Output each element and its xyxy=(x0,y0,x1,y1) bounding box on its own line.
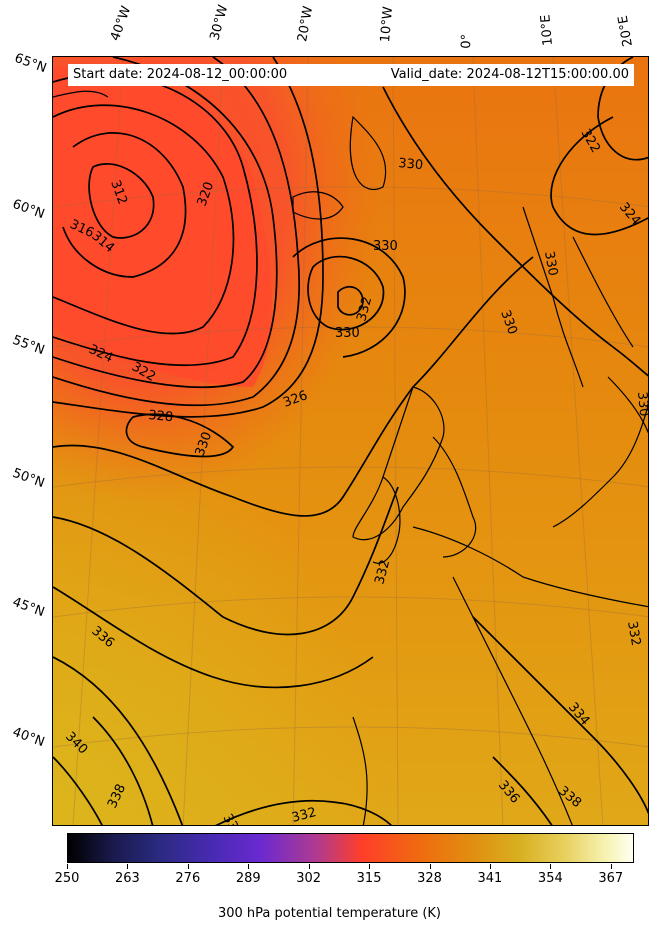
contour-label: 330 xyxy=(398,156,424,173)
latitude-label: 60°N xyxy=(10,196,47,223)
map-canvas: 312 314 316 320 322 324 326 328 330 330 … xyxy=(53,57,649,826)
latitude-label: 65°N xyxy=(12,50,49,77)
colorbar-tick xyxy=(550,864,552,869)
latitude-label: 40°N xyxy=(10,724,47,751)
longitude-label: 40°W xyxy=(107,4,135,43)
latitude-label: 55°N xyxy=(10,332,47,359)
colorbar-tick xyxy=(67,864,68,869)
start-date: Start date: 2024-08-12_00:00:00 xyxy=(73,67,288,82)
longitude-label: 0° xyxy=(459,33,475,49)
contour-label: 330 xyxy=(541,250,560,277)
colorbar-tick xyxy=(248,864,250,869)
colorbar-tick xyxy=(127,864,129,869)
colorbar-tick-label: 341 xyxy=(477,871,503,886)
colorbar-tick xyxy=(429,864,431,869)
colorbar-title: 300 hPa potential temperature (K) xyxy=(217,906,441,921)
date-header: Start date: 2024-08-12_00:00:00 Valid_da… xyxy=(68,64,634,86)
contour-label: 332 xyxy=(290,805,318,826)
colorbar-tick xyxy=(610,864,612,869)
latitude-label: 45°N xyxy=(10,594,47,621)
contour-label: 328 xyxy=(148,408,174,425)
longitude-label: 10°E xyxy=(538,13,556,47)
contour-label: 332 xyxy=(372,558,393,586)
colorbar-tick-label: 367 xyxy=(598,871,624,886)
colorbar-tick-label: 328 xyxy=(417,871,442,886)
valid-date: Valid_date: 2024-08-12T15:00:00.00 xyxy=(390,67,629,82)
longitude-label: 20°W xyxy=(295,5,317,44)
contour-label: 330 xyxy=(373,239,398,254)
contour-label: 332 xyxy=(624,620,643,647)
colorbar-tick-label: 263 xyxy=(114,871,140,886)
colorbar-tick-label: 315 xyxy=(356,871,382,886)
colorbar-tick xyxy=(187,864,189,869)
colorbar-tick-label: 354 xyxy=(537,871,563,886)
colorbar-tick-label: 302 xyxy=(296,871,322,886)
colorbar-tick xyxy=(369,864,371,869)
colorbar-tick-label: 289 xyxy=(235,871,261,886)
coastlines xyxy=(53,90,648,825)
colorbar xyxy=(67,833,634,863)
longitude-label: 30°W xyxy=(207,3,232,42)
contour-label: 330 xyxy=(335,326,360,341)
colorbar-tick xyxy=(489,864,491,869)
longitude-label: 10°W xyxy=(378,5,397,43)
colorbar-tick-label: 276 xyxy=(175,871,201,886)
isentropes xyxy=(53,57,648,825)
map-panel[interactable]: 312 314 316 320 322 324 326 328 330 330 … xyxy=(52,56,649,826)
contour-label: 332 xyxy=(354,295,375,323)
contour-label: 330 xyxy=(634,391,649,417)
longitude-label: 20°E xyxy=(615,14,636,48)
latitude-label: 50°N xyxy=(10,465,47,492)
colorbar-tick xyxy=(308,864,310,869)
colorbar-tick-label: 250 xyxy=(54,871,80,886)
